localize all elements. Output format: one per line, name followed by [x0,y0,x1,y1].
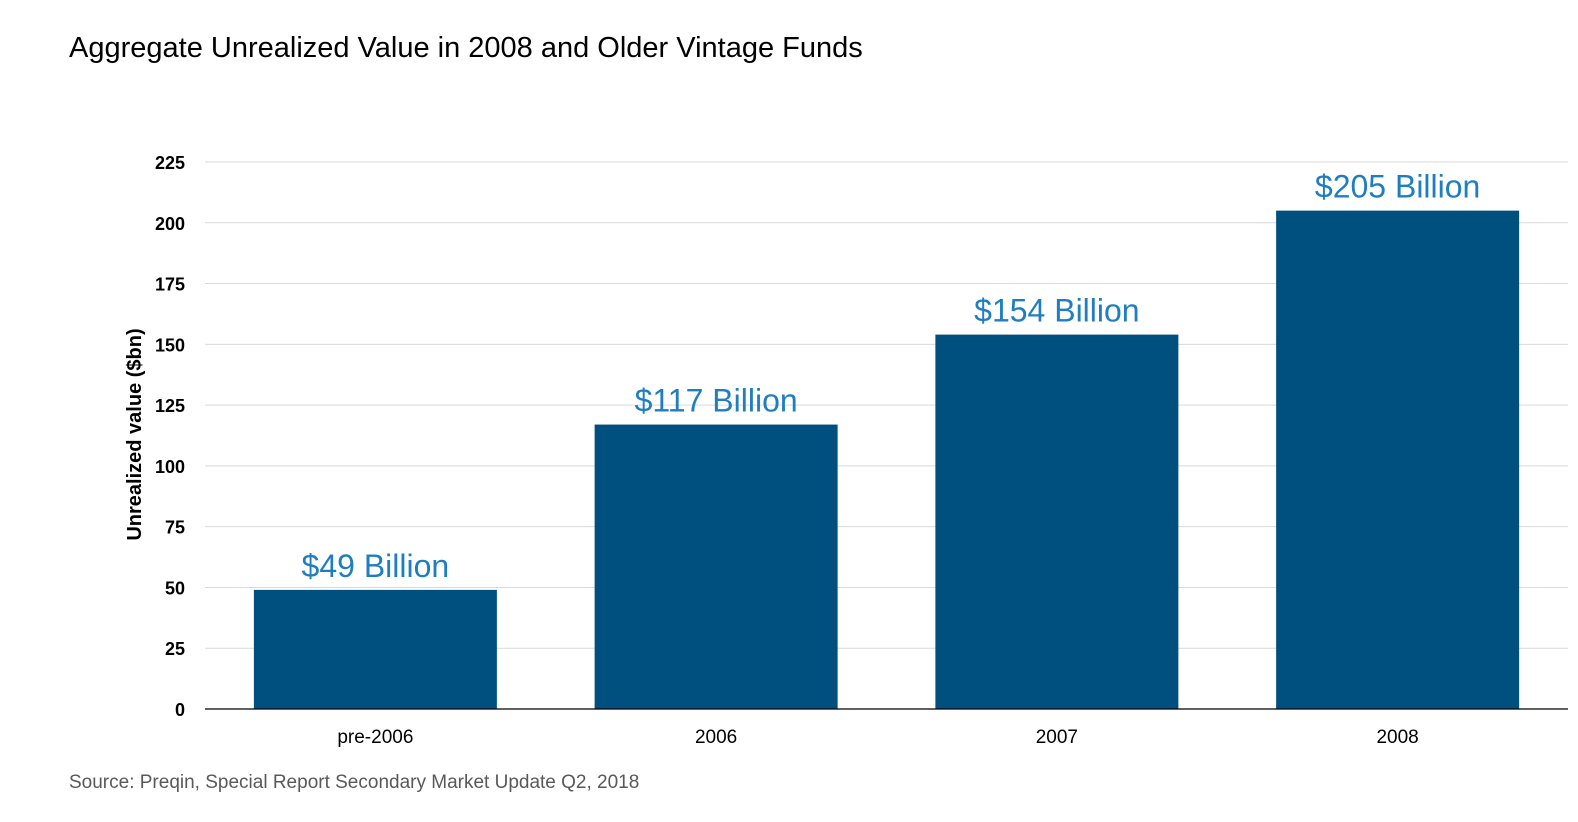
y-tick-label: 225 [155,153,185,173]
x-axis-categories: pre-2006 2006 2007 2008 [337,727,1418,748]
y-axis-ticks: 0 25 50 75 100 125 150 175 200 225 [155,153,185,720]
y-tick-label: 75 [165,518,185,538]
y-tick-label: 125 [155,396,185,416]
x-category-label: 2007 [1036,727,1078,748]
data-labels: $49 Billion $117 Billion $154 Billion $205 … [302,169,1481,584]
bar-pre-2006 [253,589,497,709]
y-axis-title: Unrealized value ($bn) [124,328,146,540]
data-label: $154 Billion [974,293,1139,329]
data-label: $117 Billion [635,383,798,419]
data-label: $49 Billion [302,548,450,584]
bars [253,210,1520,709]
x-category-label: pre-2006 [337,727,413,748]
bar-2006 [594,424,838,709]
x-category-label: 2008 [1376,727,1418,748]
y-tick-label: 100 [155,457,185,477]
y-tick-label: 0 [175,700,185,720]
data-label: $205 Billion [1315,169,1480,205]
y-tick-label: 150 [155,335,185,355]
bar-2008 [1276,210,1520,709]
x-category-label: 2006 [695,727,737,748]
bar-2007 [935,334,1179,709]
y-tick-label: 25 [165,639,185,659]
y-tick-label: 175 [155,275,185,295]
chart-source: Source: Preqin, Special Report Secondary… [69,772,640,793]
y-tick-label: 50 [165,578,185,598]
y-tick-label: 200 [155,214,185,234]
chart-title: Aggregate Unrealized Value in 2008 and O… [69,32,863,64]
